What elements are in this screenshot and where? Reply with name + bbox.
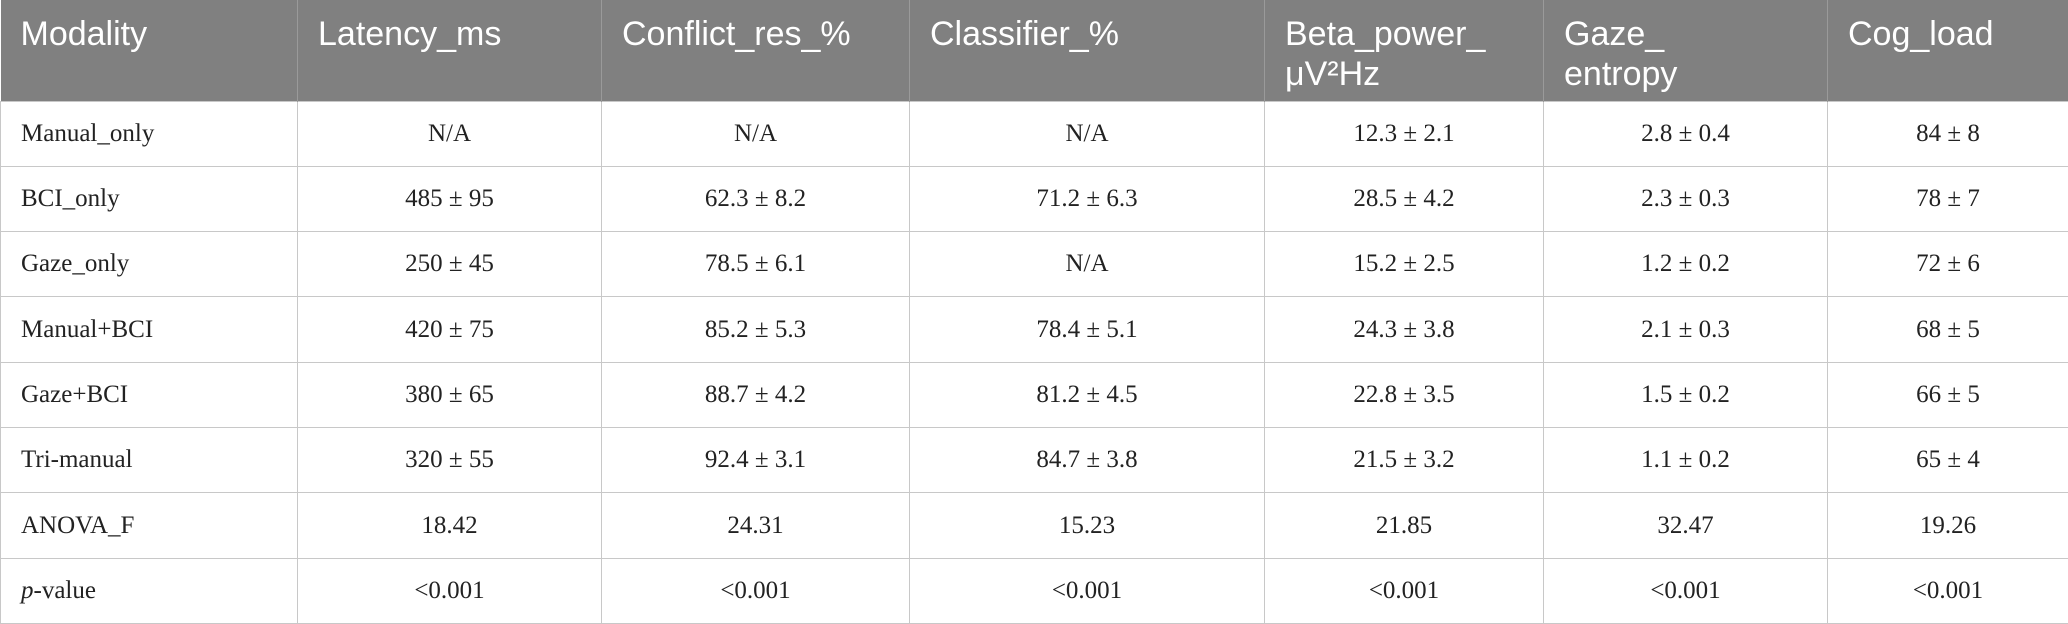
table-cell: 92.4 ± 3.1 [601, 427, 910, 494]
table-cell: 22.8 ± 3.5 [1264, 361, 1544, 429]
table-cell: 380 ± 65 [297, 361, 602, 429]
table-cell: 2.8 ± 0.4 [1543, 100, 1828, 167]
table-cell: 21.5 ± 3.2 [1264, 427, 1544, 494]
table-cell: 88.7 ± 4.2 [601, 361, 910, 429]
table-row: ANOVA_F 18.42 24.31 15.23 21.85 32.47 19.26 [0, 492, 2068, 559]
row-label: Gaze_only [0, 231, 298, 298]
table-cell: 66 ± 5 [1827, 361, 2068, 429]
table-cell: 78.4 ± 5.1 [909, 296, 1265, 363]
table-cell: <0.001 [1827, 557, 2068, 624]
table-cell: 1.5 ± 0.2 [1543, 361, 1828, 429]
row-label: Manual_only [0, 100, 298, 167]
column-header: Modality [0, 0, 298, 101]
column-header: Beta_power_ μV²Hz [1264, 0, 1544, 101]
table-cell: 18.42 [297, 492, 602, 559]
table-cell: N/A [601, 100, 910, 167]
table-row: Manual_only N/A N/A N/A 12.3 ± 2.1 2.8 ± 0.4 8… [0, 100, 2068, 167]
table-cell: 28.5 ± 4.2 [1264, 165, 1544, 233]
table-cell: 21.85 [1264, 492, 1544, 559]
table-cell: 1.2 ± 0.2 [1543, 231, 1828, 298]
table-cell: 84 ± 8 [1827, 100, 2068, 167]
table-row: Tri-manual 320 ± 55 92.4 ± 3.1 84.7 ± 3.8 21… [0, 427, 2068, 494]
table-cell: 320 ± 55 [297, 427, 602, 494]
column-header: Conflict_res_% [601, 0, 910, 101]
table-cell: 15.23 [909, 492, 1265, 559]
row-label: p-value [0, 557, 298, 624]
row-label: Gaze+BCI [0, 361, 298, 429]
table-cell: <0.001 [909, 557, 1265, 624]
table-cell: 71.2 ± 6.3 [909, 165, 1265, 233]
row-label: Tri-manual [0, 427, 298, 494]
table-cell: 2.3 ± 0.3 [1543, 165, 1828, 233]
table-cell: <0.001 [1543, 557, 1828, 624]
table-cell: <0.001 [297, 557, 602, 624]
table-cell: 19.26 [1827, 492, 2068, 559]
table-cell: 420 ± 75 [297, 296, 602, 363]
table-cell: <0.001 [1264, 557, 1544, 624]
column-header: Classifier_% [909, 0, 1265, 101]
table-row: BCI_only 485 ± 95 62.3 ± 8.2 71.2 ± 6.3 28.5… [0, 165, 2068, 233]
table-cell: 15.2 ± 2.5 [1264, 231, 1544, 298]
table-cell: 250 ± 45 [297, 231, 602, 298]
row-label: Manual+BCI [0, 296, 298, 363]
table-cell: 81.2 ± 4.5 [909, 361, 1265, 429]
table-cell: 68 ± 5 [1827, 296, 2068, 363]
table-row: Gaze_only 250 ± 45 78.5 ± 6.1 N/A 15.2 ± 2.5… [0, 231, 2068, 298]
table-cell: 24.31 [601, 492, 910, 559]
row-label: BCI_only [0, 165, 298, 233]
table-cell: 65 ± 4 [1827, 427, 2068, 494]
table-row: Gaze+BCI 380 ± 65 88.7 ± 4.2 81.2 ± 4.5 22.8… [0, 361, 2068, 429]
table-row: Manual+BCI 420 ± 75 85.2 ± 5.3 78.4 ± 5.1 24… [0, 296, 2068, 363]
table-cell: 32.47 [1543, 492, 1828, 559]
table-cell: 84.7 ± 3.8 [909, 427, 1265, 494]
column-header: Cog_load [1827, 0, 2068, 101]
table-cell: 2.1 ± 0.3 [1543, 296, 1828, 363]
column-header: Gaze_ entropy [1543, 0, 1828, 101]
header-row: Modality Latency_ms Conflict_res_% Classifi… [0, 0, 2068, 101]
column-header: Latency_ms [297, 0, 602, 101]
table-cell: N/A [297, 100, 602, 167]
table-cell: 12.3 ± 2.1 [1264, 100, 1544, 167]
table-cell: 78.5 ± 6.1 [601, 231, 910, 298]
table-cell: 1.1 ± 0.2 [1543, 427, 1828, 494]
table-row: p-value <0.001 <0.001 <0.001 <0.001 <0.001 <0.… [0, 557, 2068, 624]
table-cell: 62.3 ± 8.2 [601, 165, 910, 233]
table-cell: 485 ± 95 [297, 165, 602, 233]
table-cell: 85.2 ± 5.3 [601, 296, 910, 363]
table-cell: N/A [909, 231, 1265, 298]
table-body: Manual_only N/A N/A N/A 12.3 ± 2.1 2.8 ± 0.4 8… [0, 100, 2068, 624]
table-cell: <0.001 [601, 557, 910, 624]
table-cell: 78 ± 7 [1827, 165, 2068, 233]
table-cell: N/A [909, 100, 1265, 167]
table-cell: 24.3 ± 3.8 [1264, 296, 1544, 363]
table-cell: 72 ± 6 [1827, 231, 2068, 298]
row-label: ANOVA_F [0, 492, 298, 559]
